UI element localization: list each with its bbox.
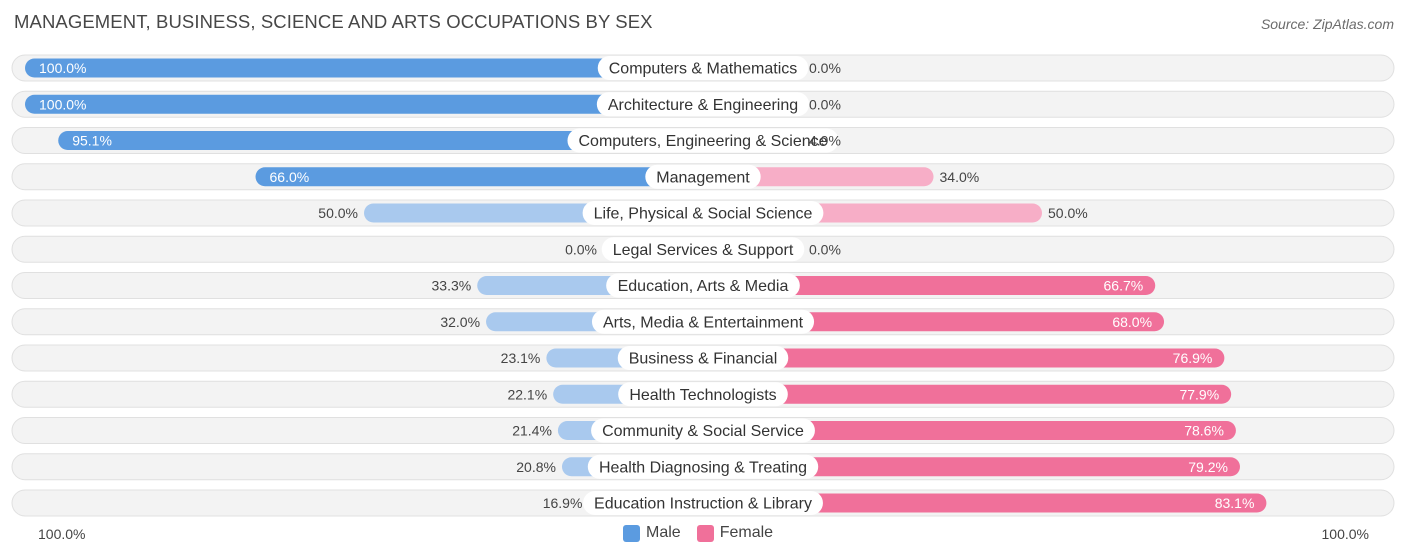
category-label-bg	[606, 273, 800, 298]
male-bar	[25, 58, 703, 78]
female-value-label: 4.9%	[809, 133, 841, 149]
category-label-bg	[567, 128, 839, 153]
legend-male-label: Male	[646, 524, 681, 541]
category-label: Management	[656, 169, 750, 186]
male-value-label: 20.8%	[516, 459, 556, 475]
female-value-label: 78.6%	[1184, 423, 1224, 439]
male-value-label: 95.1%	[72, 133, 112, 149]
category-label: Life, Physical & Social Science	[594, 206, 813, 223]
category-label: Education, Arts & Media	[618, 278, 789, 295]
category-label: Computers & Mathematics	[609, 61, 798, 78]
female-bar	[703, 457, 1240, 477]
female-bar	[703, 493, 1267, 513]
category-label-bg	[645, 164, 761, 189]
category-label-bg	[601, 237, 805, 262]
male-bar	[255, 167, 703, 187]
legend-female-swatch	[696, 524, 714, 542]
chart-title: MANAGEMENT, BUSINESS, SCIENCE AND ARTS O…	[14, 11, 653, 32]
female-value-label: 68.0%	[1112, 314, 1152, 330]
male-value-label: 16.9%	[543, 495, 583, 511]
male-value-label: 0.0%	[565, 241, 597, 257]
female-value-label: 66.7%	[1104, 278, 1144, 294]
female-bar	[703, 167, 934, 187]
category-label-bg	[596, 92, 810, 117]
male-value-label: 22.1%	[507, 386, 547, 402]
category-label: Community & Social Service	[602, 423, 804, 440]
female-value-label: 0.0%	[809, 60, 841, 76]
category-label-bg	[582, 201, 824, 225]
male-value-label: 21.4%	[512, 423, 552, 439]
male-value-label: 66.0%	[270, 169, 310, 185]
legend-female-label: Female	[719, 524, 774, 541]
female-value-label: 50.0%	[1048, 205, 1088, 221]
female-value-label: 76.9%	[1173, 350, 1213, 366]
female-value-label: 34.0%	[940, 169, 980, 185]
category-label-bg	[617, 346, 789, 370]
category-label-bg	[618, 382, 788, 407]
female-value-label: 77.9%	[1179, 386, 1219, 402]
category-label: Health Technologists	[629, 387, 776, 404]
category-label-bg	[591, 309, 815, 334]
category-label: Legal Services & Support	[613, 242, 794, 259]
male-value-label: 100.0%	[39, 96, 86, 112]
category-label: Education Instruction & Library	[594, 496, 812, 513]
category-label: Health Diagnosing & Treating	[599, 459, 807, 476]
female-value-label: 79.2%	[1188, 459, 1228, 475]
male-value-label: 23.1%	[501, 350, 541, 366]
category-label: Business & Financial	[629, 351, 778, 368]
female-bar	[703, 421, 1236, 440]
source-note: Source: ZipAtlas.com	[1260, 16, 1394, 32]
category-label: Architecture & Engineering	[608, 97, 798, 114]
female-bar	[703, 348, 1225, 368]
axis-label-right: 100.0%	[1321, 526, 1369, 542]
category-label-bg	[591, 418, 815, 443]
male-value-label: 50.0%	[318, 205, 358, 221]
category-label-bg	[583, 491, 823, 515]
axis-label-left: 100.0%	[38, 526, 86, 542]
legend-female: Female	[696, 524, 774, 542]
category-label: Computers, Engineering & Science	[578, 133, 827, 150]
male-value-label: 32.0%	[440, 314, 480, 330]
male-value-label: 100.0%	[39, 60, 86, 76]
female-value-label: 0.0%	[809, 241, 841, 257]
female-value-label: 0.0%	[809, 96, 841, 112]
male-bar	[58, 131, 704, 150]
legend-male: Male	[623, 524, 681, 542]
male-value-label: 33.3%	[432, 278, 472, 294]
category-label: Arts, Media & Entertainment	[603, 314, 804, 331]
legend: Male Female	[623, 524, 789, 542]
female-value-label: 83.1%	[1215, 495, 1255, 511]
legend-male-swatch	[623, 524, 640, 542]
female-bar	[703, 276, 1156, 295]
category-label-bg	[587, 454, 819, 479]
female-bar	[703, 312, 1165, 332]
female-bar	[703, 384, 1232, 404]
category-label-bg	[597, 56, 809, 80]
male-bar	[25, 94, 703, 114]
